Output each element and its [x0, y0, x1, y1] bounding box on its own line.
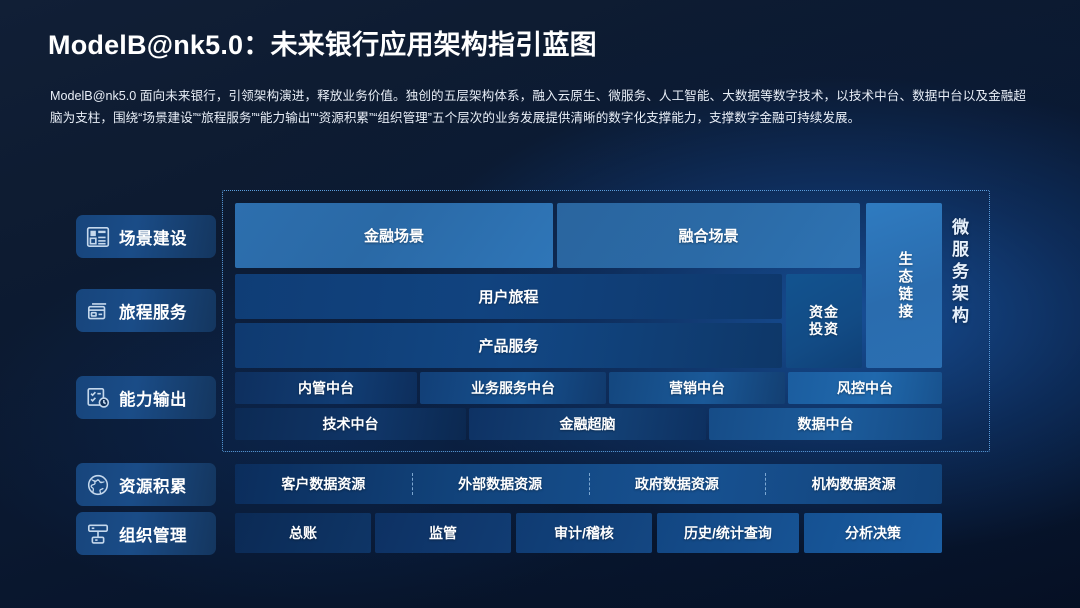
rail-item-scene-building[interactable]: 场景建设 — [76, 215, 216, 258]
block-label: 融合场景 — [678, 228, 739, 245]
block-product-service[interactable]: 产品服务 — [235, 323, 782, 368]
block-label: 分析决策 — [845, 525, 901, 541]
block-label: 用户旅程 — [478, 289, 539, 306]
block-integrated-scene[interactable]: 融合场景 — [557, 203, 860, 268]
block-data-midplatform[interactable]: 数据中台 — [709, 408, 942, 440]
block-general-ledger[interactable]: 总账 — [235, 513, 371, 553]
block-label: 数据中台 — [797, 416, 854, 432]
block-user-journey[interactable]: 用户旅程 — [235, 274, 782, 319]
block-label: 金融场景 — [363, 228, 424, 245]
microservice-boundary — [222, 190, 990, 452]
block-technology-midplatform[interactable]: 技术中台 — [235, 408, 466, 440]
resource-divider — [765, 473, 767, 495]
rail-item-capability-output[interactable]: 能力输出 — [76, 376, 216, 419]
block-government-data-resource[interactable]: 政府数据资源 — [589, 464, 766, 504]
rail-item-label: 能力输出 — [119, 390, 187, 409]
block-label: 总账 — [289, 525, 317, 541]
block-label: 业务服务中台 — [471, 380, 555, 396]
block-financial-scene[interactable]: 金融场景 — [235, 203, 553, 268]
block-internal-mgmt-midplatform[interactable]: 内管中台 — [235, 372, 417, 404]
intro-paragraph: ModelB@nk5.0 面向未来银行，引领架构演进，释放业务价值。独创的五层架… — [50, 89, 1026, 125]
block-label: 风控中台 — [837, 380, 893, 396]
resource-divider — [588, 473, 590, 495]
block-label: 营销中台 — [669, 380, 725, 396]
block-label: 历史/统计查询 — [684, 525, 772, 541]
block-customer-data-resource[interactable]: 客户数据资源 — [235, 464, 412, 504]
block-business-service-midplatform[interactable]: 业务服务中台 — [420, 372, 606, 404]
block-institution-data-resource[interactable]: 机构数据资源 — [765, 464, 942, 504]
block-audit-inspection[interactable]: 审计/稽核 — [516, 513, 652, 553]
block-label: 金融超脑 — [559, 416, 616, 432]
block-label: 产品服务 — [478, 338, 539, 355]
block-external-data-resource[interactable]: 外部数据资源 — [412, 464, 589, 504]
resource-bar: 客户数据资源 外部数据资源 政府数据资源 机构数据资源 — [235, 464, 942, 504]
block-label: 生态链接 — [896, 250, 913, 321]
block-analysis-decision[interactable]: 分析决策 — [804, 513, 942, 553]
rail-item-journey-service[interactable]: 旅程服务 — [76, 289, 216, 332]
rail-item-organization-management[interactable]: 组织管理 — [76, 512, 216, 555]
layout-grid-icon — [85, 224, 111, 250]
block-label: 客户数据资源 — [281, 476, 366, 492]
block-label: 外部数据资源 — [458, 476, 543, 492]
block-fund-investment[interactable]: 资金投资 — [786, 274, 862, 368]
rail-item-label: 旅程服务 — [119, 303, 187, 322]
block-label: 技术中台 — [322, 416, 379, 432]
block-history-statistics-query[interactable]: 历史/统计查询 — [657, 513, 799, 553]
card-stack-icon — [85, 298, 111, 324]
rail-item-label: 组织管理 — [119, 526, 187, 545]
block-label: 监管 — [429, 525, 457, 541]
block-label: 审计/稽核 — [554, 525, 614, 541]
rail-item-label: 资源积累 — [119, 477, 187, 496]
block-risk-control-midplatform[interactable]: 风控中台 — [788, 372, 942, 404]
block-label: 资金投资 — [808, 303, 839, 338]
resource-divider — [411, 473, 413, 495]
layer-rail: 场景建设 旅程服务 能力输出 — [76, 190, 218, 555]
org-tree-icon — [85, 521, 111, 547]
checklist-clock-icon — [85, 385, 111, 411]
block-regulation[interactable]: 监管 — [375, 513, 511, 553]
rail-item-label: 场景建设 — [119, 229, 187, 248]
globe-icon — [85, 472, 111, 498]
block-marketing-midplatform[interactable]: 营销中台 — [609, 372, 785, 404]
block-financial-superbrain[interactable]: 金融超脑 — [469, 408, 706, 440]
block-label: 内管中台 — [298, 380, 354, 396]
microservice-architecture-caption: 微服务架构 — [949, 218, 968, 328]
page-title: ModelB@nk5.0：未来银行应用架构指引蓝图 — [48, 30, 597, 60]
block-ecosystem-link[interactable]: 生态链接 — [866, 203, 942, 368]
block-label: 机构数据资源 — [811, 476, 896, 492]
rail-item-resource-accumulation[interactable]: 资源积累 — [76, 463, 216, 506]
block-label: 政府数据资源 — [634, 476, 719, 492]
